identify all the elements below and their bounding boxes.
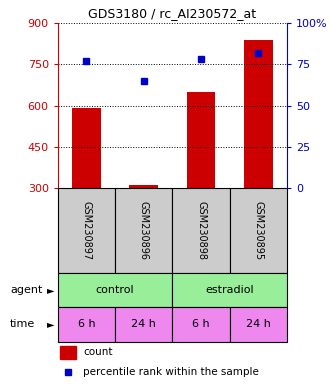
Text: percentile rank within the sample: percentile rank within the sample [83, 367, 259, 377]
Text: agent: agent [10, 285, 42, 295]
Text: 24 h: 24 h [131, 319, 156, 329]
Bar [60, 346, 76, 359]
FancyBboxPatch shape [230, 188, 287, 273]
FancyBboxPatch shape [172, 307, 230, 342]
Text: 24 h: 24 h [246, 319, 271, 329]
Title: GDS3180 / rc_AI230572_at: GDS3180 / rc_AI230572_at [88, 7, 256, 20]
Text: ►: ► [48, 285, 55, 295]
FancyBboxPatch shape [115, 188, 172, 273]
FancyBboxPatch shape [172, 188, 230, 273]
Text: 6 h: 6 h [192, 319, 210, 329]
Bar [129, 185, 158, 188]
FancyBboxPatch shape [58, 273, 172, 307]
Text: GSM230898: GSM230898 [196, 201, 206, 260]
Text: count: count [83, 347, 113, 357]
FancyBboxPatch shape [58, 307, 115, 342]
Bar [244, 40, 273, 188]
FancyBboxPatch shape [115, 307, 172, 342]
Text: 6 h: 6 h [78, 319, 95, 329]
FancyBboxPatch shape [58, 188, 115, 273]
Bar [187, 92, 215, 188]
Text: time: time [10, 319, 35, 329]
Text: ►: ► [48, 319, 55, 329]
FancyBboxPatch shape [230, 307, 287, 342]
Bar [72, 108, 101, 188]
Text: GSM230896: GSM230896 [139, 201, 149, 260]
Text: estradiol: estradiol [206, 285, 254, 295]
Text: control: control [96, 285, 134, 295]
Text: GSM230897: GSM230897 [82, 201, 91, 260]
Text: GSM230895: GSM230895 [253, 201, 263, 260]
FancyBboxPatch shape [172, 273, 287, 307]
